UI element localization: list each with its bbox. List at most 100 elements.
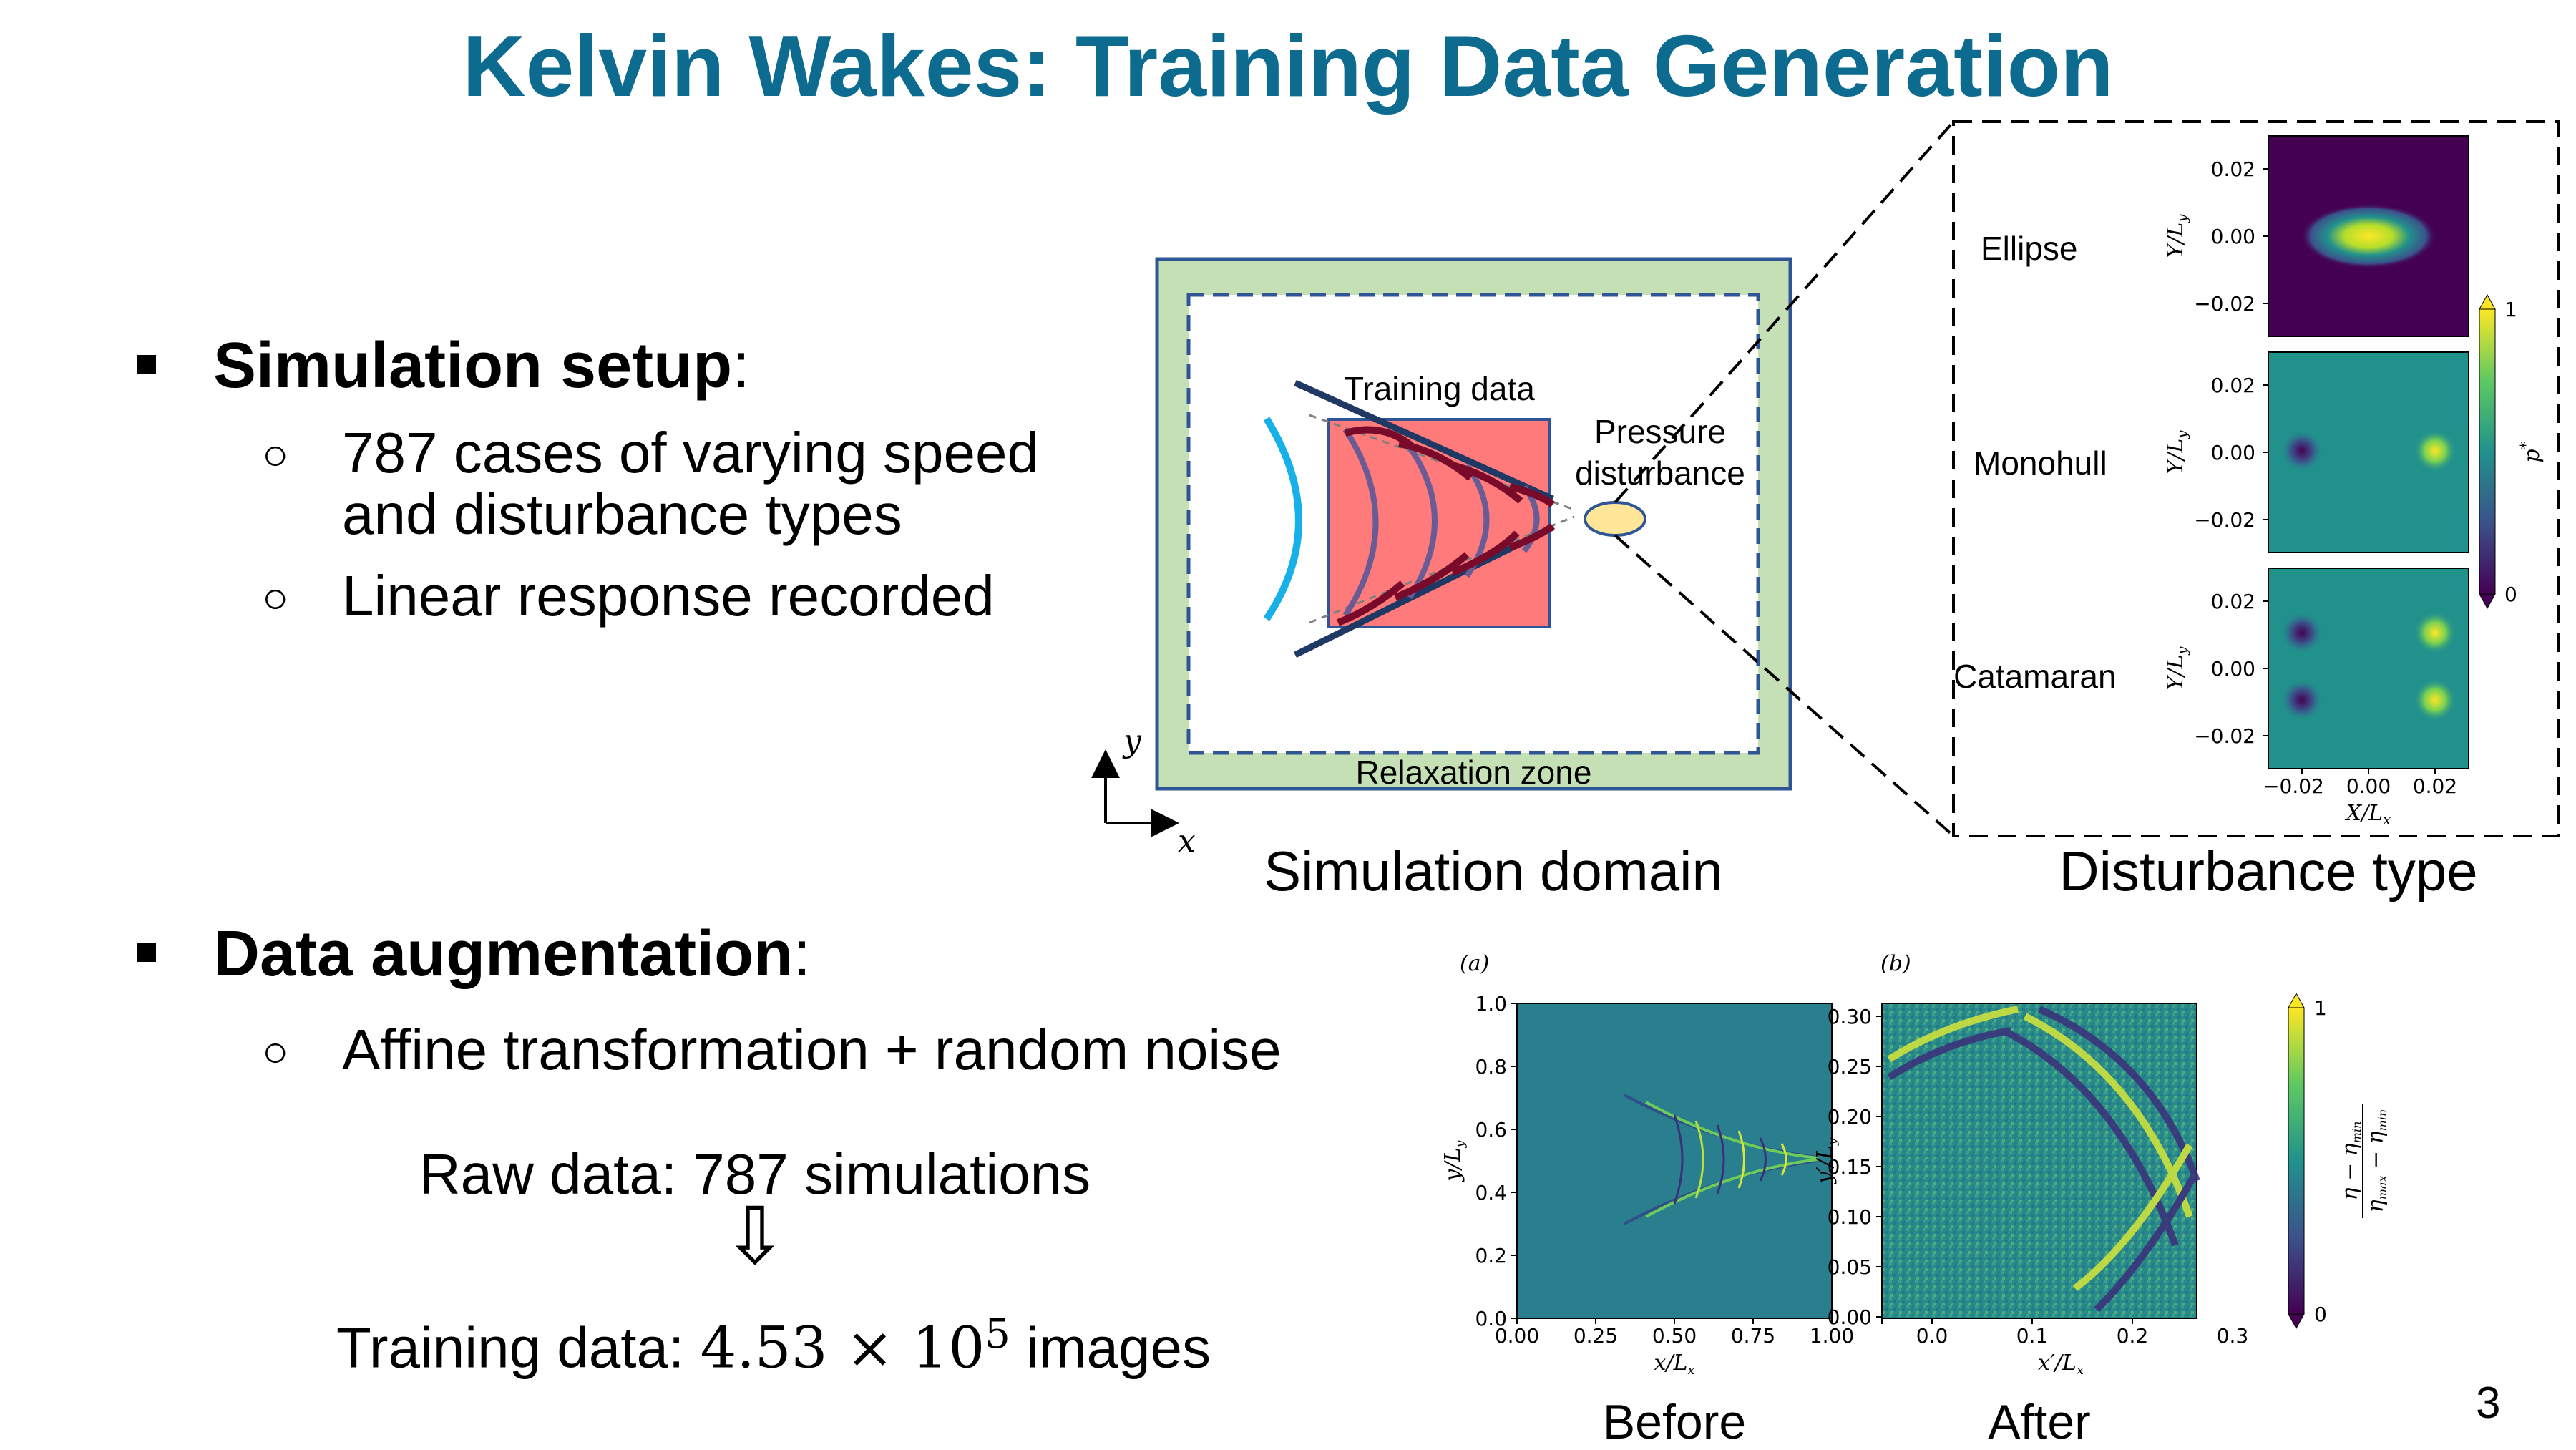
- page-number: 3: [2476, 1378, 2501, 1428]
- augmentation-heading-suffix: :: [793, 918, 811, 990]
- dist-xtick: 0.02: [2413, 774, 2457, 798]
- before-ytick: 1.0: [1475, 992, 1507, 1016]
- wake-front-curve: [1263, 417, 1302, 621]
- catamaran-pos-blob-2: [2414, 678, 2457, 721]
- before-ytick: 0.8: [1475, 1055, 1507, 1079]
- dist-ylabel: Y/Ly: [2163, 646, 2190, 691]
- dist-ytick: 0.02: [2211, 590, 2255, 613]
- dist-colorbar-label: p*: [2517, 442, 2545, 462]
- eta-colorbar: [2288, 1007, 2305, 1315]
- after-ytick: 0.10: [1828, 1205, 1872, 1229]
- axis-x-label: x: [1178, 823, 1196, 860]
- before-ytick: 0.6: [1475, 1118, 1507, 1142]
- after-ytick: 0.15: [1828, 1155, 1872, 1179]
- relaxation-zone-label: Relaxation zone: [1355, 754, 1592, 791]
- training-data-text: Training data: 4.53 × 105 images: [336, 1304, 1211, 1379]
- wake-arm-upper: [1294, 379, 1554, 502]
- circle-bullet-icon: ○: [262, 430, 289, 480]
- eta-colorbar-min: 0: [2314, 1303, 2327, 1326]
- dist-ytick: 0.02: [2211, 374, 2255, 397]
- slide-title: Kelvin Wakes: Training Data Generation: [462, 17, 2114, 115]
- pressure-label-line1: Pressure: [1594, 413, 1727, 450]
- type-label-ellipse: Ellipse: [1981, 230, 2078, 267]
- augmentation-heading: Data augmentation:: [213, 918, 811, 991]
- before-wake-pattern: [1624, 1094, 1818, 1225]
- before-ylabel: y/Ly: [1440, 1140, 1468, 1183]
- after-ytick: 0.20: [1828, 1105, 1872, 1129]
- dist-ytick: −0.02: [2194, 724, 2255, 748]
- svg-text:ηmax − ηmin: ηmax − ηmin: [2363, 1109, 2389, 1213]
- training-prefix: Training data:: [336, 1315, 701, 1380]
- after-xtick: 0.0: [1916, 1324, 1948, 1348]
- circle-bullet-icon: ○: [262, 1027, 289, 1076]
- after-ytick: 0.05: [1828, 1255, 1872, 1279]
- before-xlabel: x/Lx: [1654, 1351, 1694, 1378]
- setup-item-1-line1: 787 cases of varying speed: [342, 421, 1039, 485]
- dist-xtick: −0.02: [2263, 774, 2324, 798]
- bullet-square-icon: [137, 943, 156, 962]
- training-exp: 5: [985, 1311, 1010, 1358]
- monohull-neg-blob: [2280, 429, 2323, 472]
- panel-a-label: (a): [1460, 951, 1489, 976]
- after-ytick: 0.30: [1828, 1005, 1872, 1028]
- dist-ytick: 0.00: [2211, 441, 2255, 464]
- after-xtick: 0.2: [2117, 1324, 2149, 1348]
- dist-ytick: 0.02: [2211, 157, 2255, 181]
- setup-item-1-line2: and disturbance types: [342, 482, 902, 546]
- catamaran-neg-blob-1: [2280, 611, 2323, 654]
- before-caption: Before: [1602, 1395, 1747, 1449]
- setup-item-2: Linear response recorded: [342, 564, 995, 628]
- bullet-square-icon: [137, 355, 156, 374]
- zoom-box: [1952, 120, 2560, 837]
- augmentation-heading-bold: Data augmentation: [213, 918, 794, 990]
- before-xtick: 0.75: [1731, 1324, 1775, 1348]
- panel-b-label: (b): [1880, 951, 1911, 976]
- training-data-label: Training data: [1344, 370, 1535, 407]
- monohull-pos-blob: [2414, 429, 2457, 472]
- simulation-domain-caption: Simulation domain: [1264, 840, 1723, 902]
- before-ytick: 0.4: [1475, 1181, 1507, 1205]
- training-math: 4.53 × 10: [700, 1314, 985, 1381]
- dist-xtick: 0.00: [2346, 774, 2391, 798]
- type-label-monohull: Monohull: [1974, 444, 2107, 482]
- after-xtick: 0.1: [2016, 1324, 2049, 1348]
- axis-y-label: y: [1123, 723, 1141, 759]
- down-arrow-icon: ⇩: [721, 1190, 789, 1282]
- before-xtick: 1.00: [1810, 1324, 1854, 1348]
- catamaran-neg-blob-2: [2280, 678, 2323, 721]
- svg-text:η − ηmin: η − ηmin: [2338, 1121, 2363, 1201]
- pressure-disturbance-label: Pressure disturbance: [1567, 411, 1753, 494]
- training-suffix: images: [1010, 1315, 1211, 1380]
- setup-heading: Simulation setup:: [213, 329, 750, 403]
- setup-heading-bold: Simulation setup: [213, 330, 733, 402]
- before-panel: [1516, 1003, 1833, 1319]
- raw-data-text: Raw data: 787 simulations: [419, 1142, 1091, 1206]
- after-xlabel: x′/Lx: [2038, 1351, 2084, 1378]
- dist-ylabel: Y/Ly: [2163, 214, 2190, 258]
- ellipse-disturbance-shape: [2301, 204, 2436, 268]
- before-xtick: 0.00: [1495, 1324, 1539, 1348]
- after-caption: After: [1988, 1395, 2091, 1449]
- dist-xlabel: X/Lx: [2345, 801, 2391, 828]
- dist-ytick: −0.02: [2194, 292, 2255, 316]
- dist-ytick: −0.02: [2194, 508, 2255, 532]
- zoom-line-bottom: [1614, 534, 1955, 837]
- type-label-catamaran: Catamaran: [1953, 658, 2117, 695]
- setup-heading-suffix: :: [732, 330, 751, 402]
- augmentation-item: Affine transformation + random noise: [342, 1018, 1282, 1081]
- after-ytick: 0.00: [1828, 1305, 1872, 1329]
- after-xtick: 0.3: [2217, 1324, 2249, 1348]
- after-ylabel: y′/Ly: [1813, 1137, 1840, 1185]
- catamaran-pos-blob-1: [2414, 611, 2457, 654]
- dist-ylabel: Y/Ly: [2163, 430, 2190, 475]
- dist-ytick: 0.00: [2211, 657, 2255, 681]
- after-ytick: 0.25: [1828, 1055, 1872, 1079]
- wake-arm-lower: [1294, 524, 1554, 658]
- eta-colorbar-label: η − ηmin ηmax − ηmin: [2338, 1104, 2389, 1218]
- setup-item-1: 787 cases of varying speed and disturban…: [342, 422, 1039, 545]
- dist-colorbar-min: 0: [2504, 583, 2517, 606]
- dist-colorbar-max: 1: [2504, 298, 2517, 321]
- before-ytick: 0.0: [1475, 1307, 1507, 1330]
- circle-bullet-icon: ○: [262, 573, 289, 623]
